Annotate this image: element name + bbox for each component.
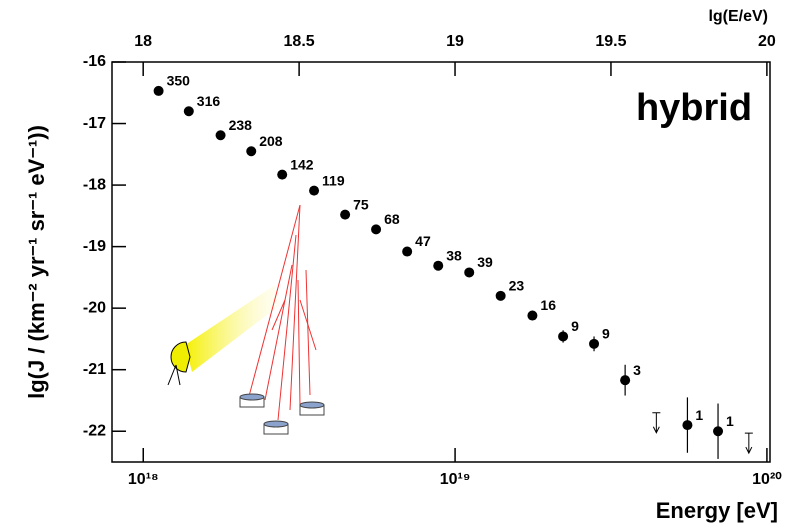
detector-sketch	[167, 204, 325, 435]
count-label: 23	[509, 278, 525, 294]
y-axis-label: lg(J / (km⁻² yr⁻¹ sr⁻¹ eV⁻¹))	[24, 125, 49, 399]
data-point	[246, 146, 257, 157]
data-point	[527, 310, 538, 321]
x2-axis-label: lg(E/eV)	[708, 8, 768, 25]
data-point	[495, 290, 506, 301]
x2-tick-label: 18.5	[284, 33, 315, 50]
count-label: 3	[633, 362, 641, 378]
annotation: hybrid	[636, 87, 752, 129]
count-label: 75	[353, 196, 369, 212]
count-label: 16	[540, 297, 556, 313]
x-tick-label: 10²⁰	[752, 471, 782, 488]
count-label: 238	[229, 117, 253, 133]
x2-tick-label: 20	[758, 33, 776, 50]
y-tick-label: -19	[83, 238, 106, 255]
data-point	[309, 185, 320, 196]
count-label: 9	[571, 318, 579, 334]
data-point	[620, 375, 631, 386]
x-tick-label: 10¹⁸	[128, 471, 159, 488]
y-tick-label: -18	[83, 176, 106, 193]
data-point	[183, 106, 194, 117]
data-point	[402, 246, 413, 257]
count-label: 350	[167, 73, 191, 89]
x-tick-label: 10¹⁹	[440, 471, 471, 488]
data-point	[371, 224, 382, 235]
count-label: 38	[446, 247, 462, 263]
data-point	[589, 338, 600, 349]
x-axis-label: Energy [eV]	[656, 498, 778, 523]
data-point	[277, 169, 288, 180]
count-label: 316	[197, 93, 221, 109]
plot-frame	[111, 61, 771, 463]
x2-tick-label: 18	[134, 33, 152, 50]
data-point	[558, 331, 569, 342]
data-point	[713, 426, 724, 437]
count-label: 208	[259, 133, 283, 149]
x2-tick-label: 19.5	[595, 33, 626, 50]
count-label: 47	[415, 233, 431, 249]
count-label: 68	[384, 211, 400, 227]
y-tick-label: -16	[83, 53, 106, 70]
y-tick-label: -22	[83, 422, 106, 439]
y-tick-label: -17	[83, 115, 106, 132]
count-label: 1	[726, 413, 734, 429]
count-label: 9	[602, 326, 610, 342]
data-point	[682, 420, 693, 431]
x2-tick-label: 19	[446, 33, 464, 50]
data-point	[153, 85, 164, 96]
count-label: 142	[290, 156, 314, 172]
count-label: 39	[477, 254, 493, 270]
data-point	[215, 130, 226, 141]
upper-limit	[652, 412, 661, 434]
y-tick-label: -20	[83, 299, 106, 316]
data-point	[464, 267, 475, 278]
count-label: 119	[322, 172, 345, 188]
upper-limit	[744, 432, 753, 455]
y-tick-label: -21	[83, 361, 106, 378]
data-point	[340, 209, 351, 220]
count-label: 1	[695, 407, 703, 423]
data-point	[433, 260, 444, 271]
